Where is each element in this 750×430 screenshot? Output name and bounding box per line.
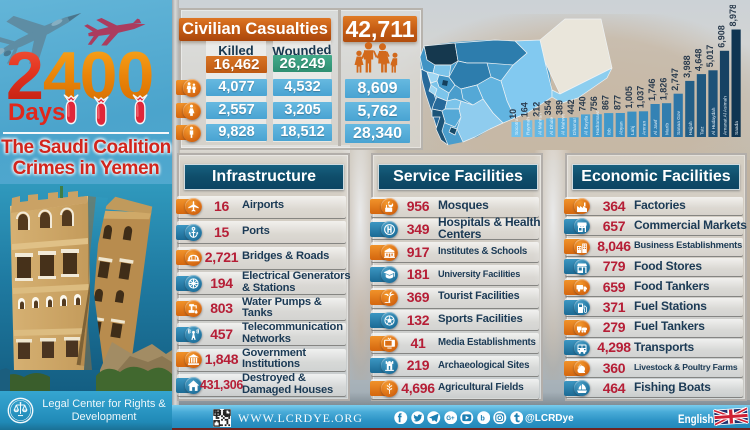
svg-text:10: 10: [508, 109, 518, 119]
svg-text:164: 164: [520, 102, 530, 117]
svg-text:389: 389: [554, 100, 564, 115]
svg-text:Dhamar: Dhamar: [572, 118, 578, 135]
svg-text:Al Mahrah: Al Mahrah: [537, 113, 543, 135]
svg-text:Raymah: Raymah: [526, 117, 532, 135]
svg-text:6,908: 6,908: [717, 25, 727, 48]
svg-text:212: 212: [531, 102, 541, 117]
svg-text:Hadramawt: Hadramawt: [595, 110, 601, 135]
svg-text:Sanaa Gov: Sanaa Gov: [676, 110, 682, 135]
svg-text:5,017: 5,017: [705, 45, 715, 68]
svg-text:Al Bayda: Al Bayda: [584, 115, 590, 135]
svg-text:Amanat Al Asimah: Amanat Al Asimah: [723, 96, 729, 135]
svg-text:1,746: 1,746: [647, 78, 657, 101]
svg-text:867: 867: [601, 95, 611, 110]
svg-text:1,037: 1,037: [636, 86, 646, 109]
svg-text:Al Dhale: Al Dhale: [549, 117, 555, 135]
svg-text:756: 756: [589, 96, 599, 111]
svg-text:Ibb: Ibb: [607, 128, 613, 135]
svg-text:8,978: 8,978: [728, 5, 738, 27]
svg-text:4,648: 4,648: [693, 49, 703, 72]
svg-text:Al Mahwit: Al Mahwit: [560, 114, 566, 135]
svg-text:1,005: 1,005: [624, 86, 634, 109]
svg-text:Abyan: Abyan: [618, 121, 624, 135]
svg-text:Al Jawf: Al Jawf: [653, 119, 659, 135]
svg-text:2,747: 2,747: [670, 68, 680, 91]
svg-text:Marib: Marib: [665, 123, 671, 135]
svg-text:740: 740: [578, 96, 588, 111]
svg-text:Al Hudaydah: Al Hudaydah: [711, 107, 717, 135]
svg-text:Taiz: Taiz: [699, 126, 705, 135]
svg-text:Lahj: Lahj: [630, 126, 636, 135]
svg-text:877: 877: [612, 95, 622, 110]
svg-text:Saada: Saada: [734, 121, 740, 135]
svg-text:G+: G+: [446, 415, 455, 422]
svg-text:Socotra: Socotra: [514, 118, 520, 135]
svg-text:1,826: 1,826: [659, 78, 669, 101]
svg-text:442: 442: [566, 99, 576, 114]
svg-text:3,988: 3,988: [682, 55, 692, 78]
svg-text:Amran: Amran: [642, 121, 648, 135]
svg-text:b: b: [480, 413, 485, 422]
svg-text:354: 354: [543, 100, 553, 115]
svg-text:Hajjah: Hajjah: [688, 121, 694, 135]
